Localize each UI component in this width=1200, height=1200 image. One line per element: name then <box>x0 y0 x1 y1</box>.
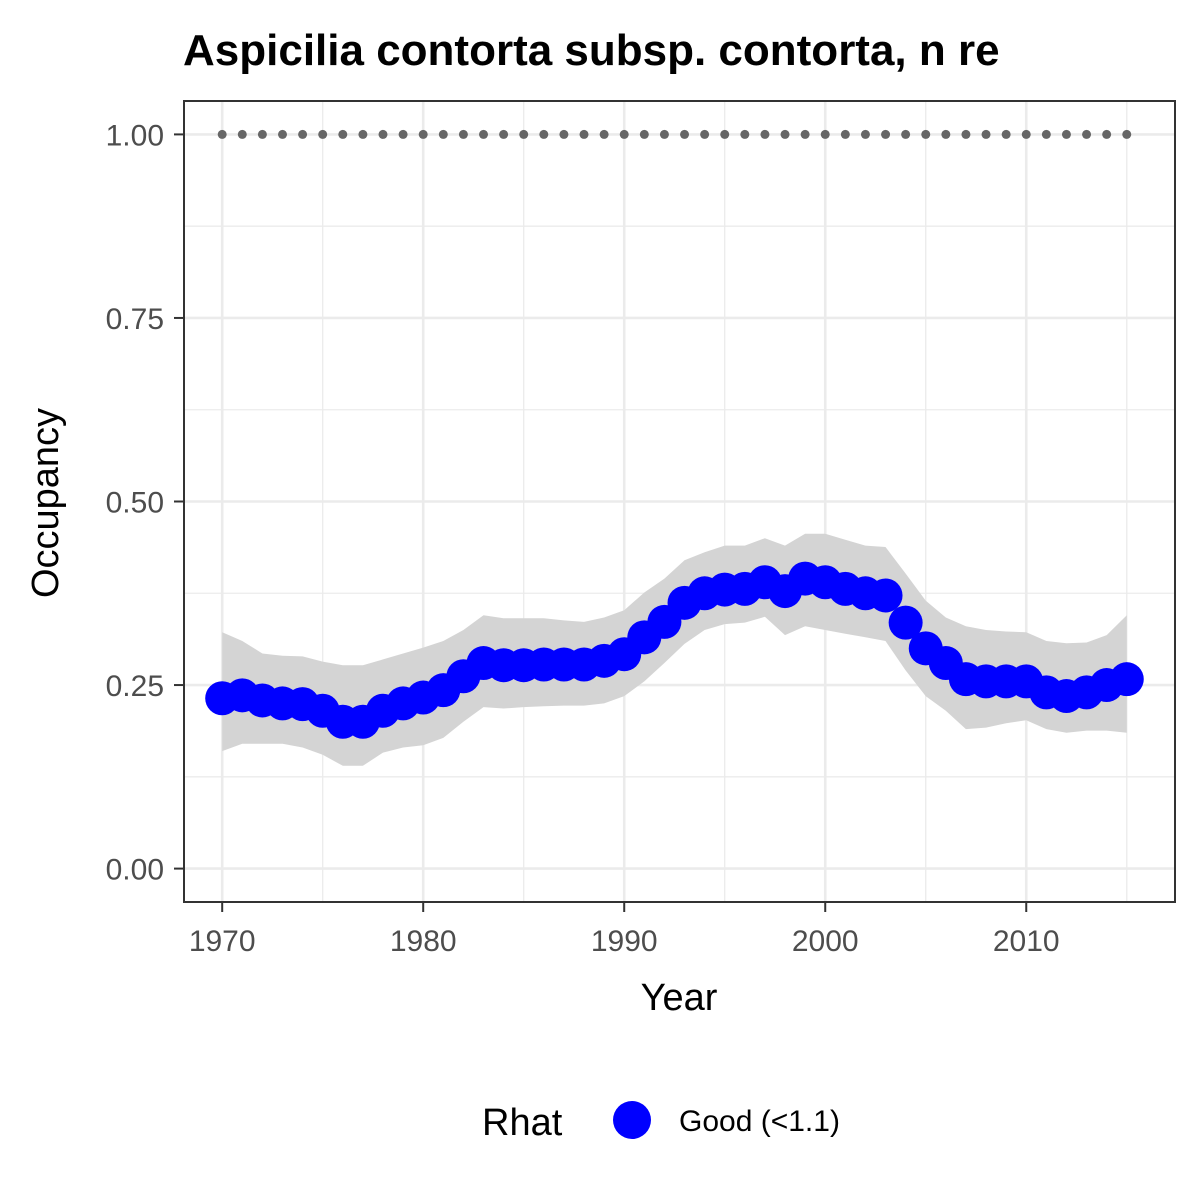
reference-point <box>378 129 388 139</box>
reference-point <box>1102 129 1112 139</box>
occupancy-point <box>888 605 923 640</box>
reference-point <box>901 129 911 139</box>
reference-point <box>277 129 287 139</box>
x-axis-title: Year <box>641 977 718 1019</box>
reference-point <box>298 129 308 139</box>
reference-point <box>941 129 951 139</box>
reference-point <box>860 129 870 139</box>
y-axis: 0.00 0.25 0.50 0.75 1.00 <box>106 119 184 887</box>
reference-point <box>800 129 810 139</box>
reference-point <box>680 129 690 139</box>
y-tick-label: 0.50 <box>106 487 164 520</box>
reference-point <box>257 129 267 139</box>
y-tick-label: 1.00 <box>106 119 164 152</box>
legend-label-good: Good (<1.1) <box>679 1105 840 1138</box>
reference-point <box>1061 129 1071 139</box>
reference-point <box>579 129 589 139</box>
occupancy-point <box>1109 662 1144 697</box>
reference-point <box>700 129 710 139</box>
reference-point <box>720 129 730 139</box>
y-axis-title: Occupancy <box>25 408 67 598</box>
reference-point <box>820 129 830 139</box>
reference-point <box>539 129 549 139</box>
reference-point <box>358 129 368 139</box>
reference-point <box>458 129 468 139</box>
reference-point <box>499 129 509 139</box>
legend-title: Rhat <box>482 1102 563 1144</box>
reference-point <box>780 129 790 139</box>
reference-point <box>438 129 448 139</box>
reference-point <box>599 129 609 139</box>
y-tick-label: 0.25 <box>106 670 164 703</box>
reference-point <box>639 129 649 139</box>
reference-point <box>418 129 428 139</box>
occupancy-points <box>205 561 1144 739</box>
y-tick-label: 0.75 <box>106 303 164 336</box>
x-tick-label: 1990 <box>591 925 658 958</box>
reference-point <box>981 129 991 139</box>
reference-point <box>398 129 408 139</box>
reference-point <box>519 129 529 139</box>
legend: Rhat Good (<1.1) <box>482 1101 840 1144</box>
reference-point <box>237 129 247 139</box>
legend-key-good <box>613 1101 651 1139</box>
reference-point <box>1001 129 1011 139</box>
x-tick-label: 2000 <box>792 925 859 958</box>
reference-point <box>338 129 348 139</box>
reference-point <box>921 129 931 139</box>
x-tick-label: 2010 <box>993 925 1060 958</box>
reference-point <box>840 129 850 139</box>
x-axis: 1970 1980 1990 2000 2010 <box>189 902 1060 958</box>
x-tick-label: 1970 <box>189 925 256 958</box>
reference-point <box>760 129 770 139</box>
reference-point <box>1021 129 1031 139</box>
x-tick-label: 1980 <box>390 925 457 958</box>
reference-point <box>961 129 971 139</box>
reference-point <box>217 129 227 139</box>
reference-point <box>659 129 669 139</box>
reference-point <box>318 129 328 139</box>
reference-point <box>559 129 569 139</box>
reference-point <box>479 129 489 139</box>
reference-point <box>1122 129 1132 139</box>
reference-point <box>881 129 891 139</box>
reference-point <box>619 129 629 139</box>
occupancy-point <box>868 578 903 613</box>
reference-point <box>740 129 750 139</box>
reference-points <box>217 129 1132 139</box>
reference-point <box>1041 129 1051 139</box>
chart-title: Aspicilia contorta subsp. contorta, n re <box>183 26 1000 75</box>
y-tick-label: 0.00 <box>106 854 164 887</box>
reference-point <box>1082 129 1092 139</box>
